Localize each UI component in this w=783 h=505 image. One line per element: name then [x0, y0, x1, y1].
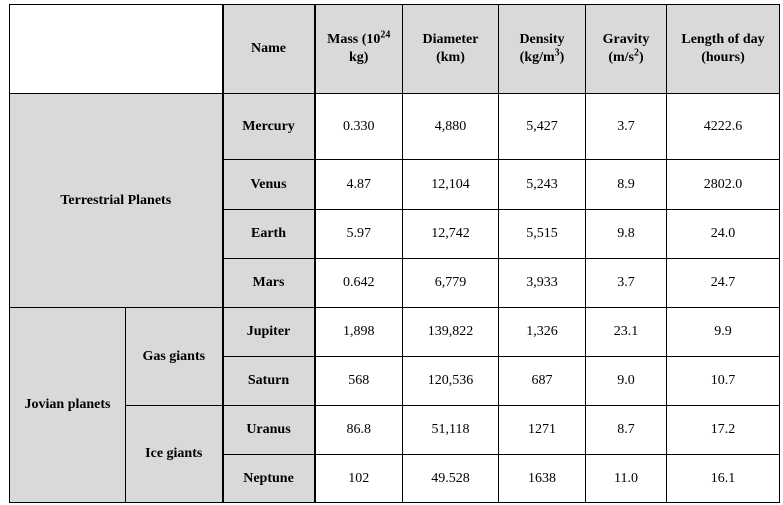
cell-diameter: 4,880 — [402, 93, 499, 160]
header-row: Name Mass (1024 kg) Diameter (km) Densit… — [9, 4, 780, 94]
cell-diameter: 120,536 — [402, 356, 499, 406]
planets-table: Name Mass (1024 kg) Diameter (km) Densit… — [9, 4, 780, 503]
empty-corner — [9, 4, 223, 94]
group-jovian: Jovian planets — [9, 307, 126, 503]
header-name: Name — [221, 4, 315, 94]
planet-name: Uranus — [221, 405, 315, 455]
cell-density: 1,326 — [498, 307, 586, 357]
header-gravity-exp: 2 — [634, 47, 639, 59]
cell-day: 4222.6 — [666, 93, 780, 160]
cell-gravity: 3.7 — [585, 258, 667, 308]
cell-diameter: 139,822 — [402, 307, 499, 357]
cell-day: 24.0 — [666, 209, 780, 259]
header-density: Density (kg/m3) — [498, 4, 586, 94]
cell-gravity: 8.9 — [585, 159, 667, 210]
cell-density: 687 — [498, 356, 586, 406]
cell-mass: 4.87 — [313, 159, 403, 210]
cell-density: 5,515 — [498, 209, 586, 259]
cell-diameter: 12,104 — [402, 159, 499, 210]
header-diameter: Diameter (km) — [402, 4, 499, 94]
planet-name: Earth — [221, 209, 315, 259]
header-mass-base: Mass (10 — [327, 32, 381, 47]
cell-density: 1271 — [498, 405, 586, 455]
group-terrestrial: Terrestrial Planets — [9, 93, 223, 308]
header-gravity-base: Gravity (m/s — [602, 32, 650, 65]
cell-diameter: 49.528 — [402, 454, 499, 503]
header-mass-exp: 24 — [380, 29, 391, 41]
cell-gravity: 9.8 — [585, 209, 667, 259]
cell-density: 3,933 — [498, 258, 586, 308]
table-row: Jovian planets Gas giants Jupiter 1,898 … — [9, 307, 780, 503]
cell-density: 5,427 — [498, 93, 586, 160]
header-gravity: Gravity (m/s2) — [585, 4, 667, 94]
cell-diameter: 6,779 — [402, 258, 499, 308]
group-gas-giants: Gas giants — [125, 307, 223, 406]
cell-mass: 86.8 — [313, 405, 403, 455]
cell-day: 24.7 — [666, 258, 780, 308]
cell-day: 17.2 — [666, 405, 780, 455]
cell-day: 2802.0 — [666, 159, 780, 210]
cell-mass: 0.642 — [313, 258, 403, 308]
planet-name: Neptune — [221, 454, 315, 503]
table-row: Neptune 102 49.528 1638 11.0 16.1 — [10, 454, 780, 503]
cell-diameter: 12,742 — [402, 209, 499, 259]
planet-name: Jupiter — [221, 307, 315, 357]
cell-gravity: 9.0 — [585, 356, 667, 406]
table-row: Terrestrial Planets Mercury 0.330 4,880 … — [9, 93, 780, 308]
cell-gravity: 11.0 — [585, 454, 667, 503]
planet-name: Mercury — [221, 93, 315, 160]
planet-name: Saturn — [221, 356, 315, 406]
cell-mass: 1,898 — [313, 307, 403, 357]
cell-density: 5,243 — [498, 159, 586, 210]
cell-mass: 568 — [313, 356, 403, 406]
table-row: Earth 5.97 12,742 5,515 9.8 24.0 — [10, 209, 780, 259]
table-row: Ice giants Uranus 86.8 51,118 1271 8.7 1… — [10, 405, 780, 503]
cell-gravity: 8.7 — [585, 405, 667, 455]
cell-day: 10.7 — [666, 356, 780, 406]
cell-day: 9.9 — [666, 307, 780, 357]
planet-name: Mars — [221, 258, 315, 308]
cell-mass: 102 — [313, 454, 403, 503]
cell-day: 16.1 — [666, 454, 780, 503]
header-density-close: ) — [559, 50, 565, 65]
cell-diameter: 51,118 — [402, 405, 499, 455]
cell-density: 1638 — [498, 454, 586, 503]
header-mass-unit: kg) — [349, 50, 369, 65]
cell-gravity: 23.1 — [585, 307, 667, 357]
group-ice-giants: Ice giants — [125, 405, 223, 503]
cell-gravity: 3.7 — [585, 93, 667, 160]
header-density-exp: 3 — [554, 47, 560, 59]
header-length-of-day: Length of day (hours) — [666, 4, 780, 94]
header-density-base: Density (kg/m — [519, 32, 565, 65]
header-mass: Mass (1024 kg) — [313, 4, 403, 94]
table-row: Saturn 568 120,536 687 9.0 10.7 — [10, 356, 780, 406]
cell-mass: 5.97 — [313, 209, 403, 259]
cell-mass: 0.330 — [313, 93, 403, 160]
planet-name: Venus — [221, 159, 315, 210]
header-gravity-close: ) — [639, 50, 644, 65]
